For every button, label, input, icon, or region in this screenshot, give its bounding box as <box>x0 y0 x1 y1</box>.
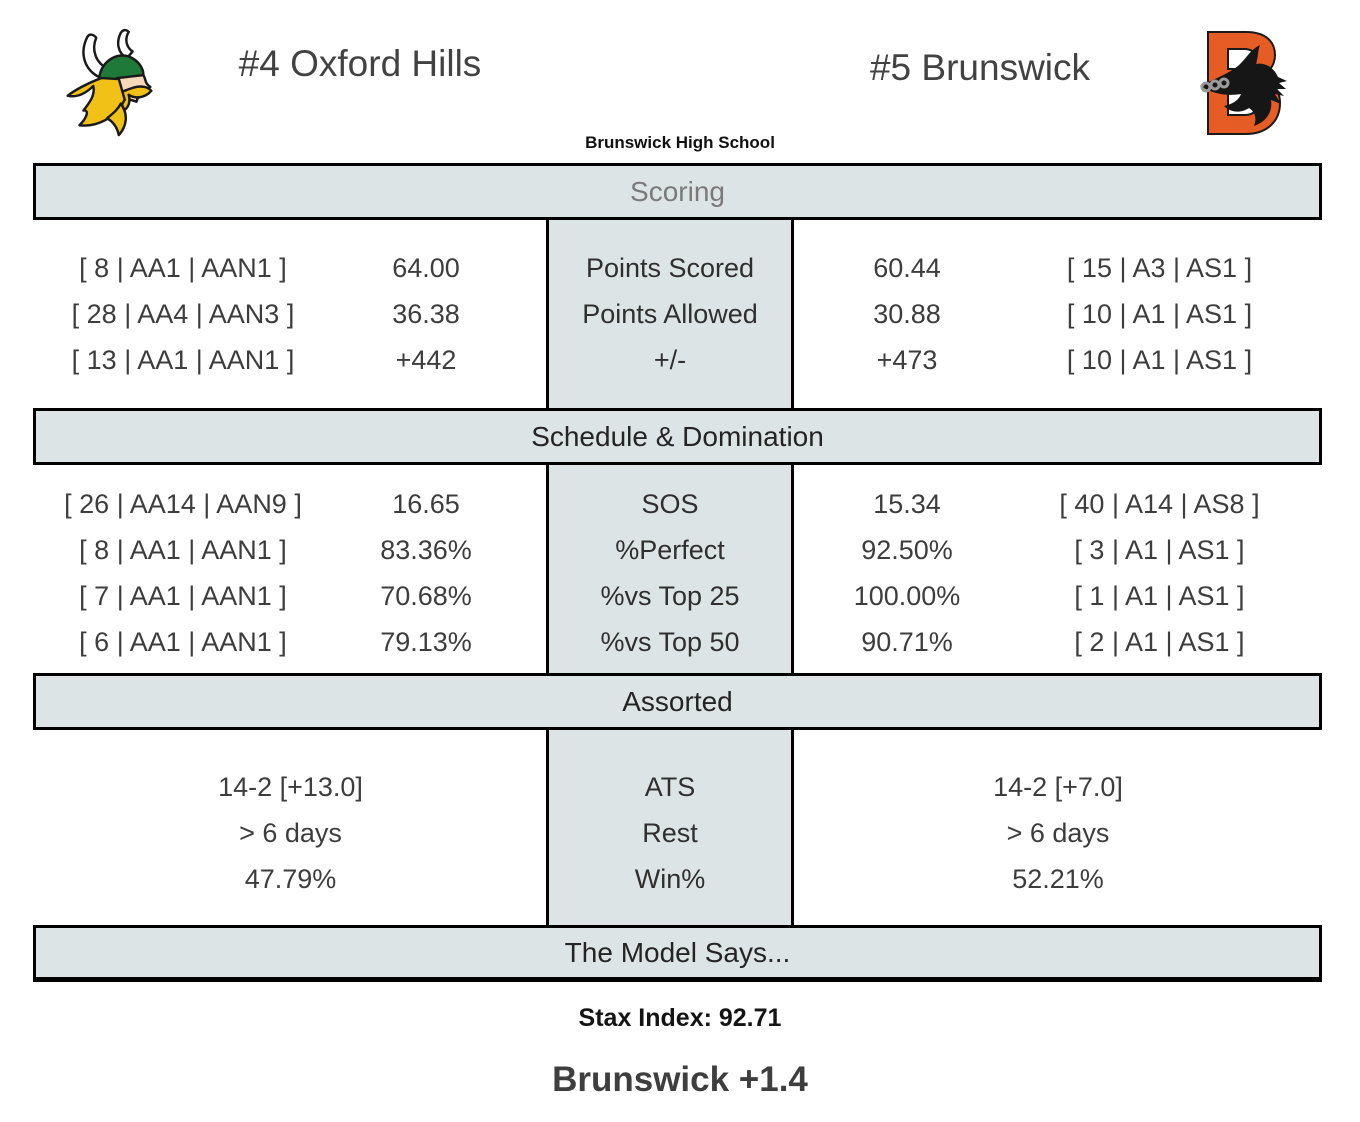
stat-value: 52.21% <box>1012 863 1104 894</box>
stat-value: 100.00% <box>853 581 961 611</box>
stat-value: 14-2 [+7.0] <box>993 771 1123 802</box>
stat-row: 14-2 [+13.0] ATS 14-2 [+7.0] <box>0 764 1360 810</box>
metric-label: SOS <box>641 489 699 519</box>
metric-label: Win% <box>634 863 706 894</box>
brunswick-dragon-b-logo <box>1200 31 1287 135</box>
rank-badge: [ 3 | A1 | AS1 ] <box>1074 535 1245 565</box>
venue-label: Brunswick High School <box>585 133 775 152</box>
stat-value: 70.68% <box>380 581 472 611</box>
section-body-scoring: [ 8 | AA1 | AAN1 ] 64.00 Points Scored 6… <box>0 220 1360 408</box>
metric-label: +/- <box>653 345 687 375</box>
stat-value: 92.50% <box>861 535 953 565</box>
model-prediction: Brunswick +1.4 <box>552 1060 808 1099</box>
stat-row: [ 13 | AA1 | AAN1 ] +442 +/- +473 [ 10 |… <box>0 337 1360 383</box>
rank-badge: [ 6 | AA1 | AAN1 ] <box>79 627 287 657</box>
rank-badge: [ 1 | A1 | AS1 ] <box>1074 581 1245 611</box>
stat-row: [ 26 | AA14 | AAN9 ] 16.65 SOS 15.34 [ 4… <box>0 481 1360 527</box>
section-body-schedule-domination: [ 26 | AA14 | AAN9 ] 16.65 SOS 15.34 [ 4… <box>0 465 1360 673</box>
metric-column-panel <box>546 730 794 925</box>
stat-value: 83.36% <box>380 535 472 565</box>
stat-row: 47.79% Win% 52.21% <box>0 856 1360 902</box>
stat-value: 64.00 <box>392 253 460 283</box>
rank-badge: [ 13 | AA1 | AAN1 ] <box>71 345 295 375</box>
stat-value: 16.65 <box>392 489 460 519</box>
oxford-hills-viking-logo <box>66 28 153 137</box>
metric-label: ATS <box>644 771 696 802</box>
section-header-model-says: The Model Says... <box>33 925 1322 982</box>
section-header-scoring: Scoring <box>33 163 1322 220</box>
team-title-oxford-hills: #4 Oxford Hills <box>238 43 482 84</box>
rank-badge: [ 26 | AA14 | AAN9 ] <box>64 489 302 519</box>
rank-badge: [ 40 | A14 | AS8 ] <box>1059 489 1260 519</box>
rank-badge: [ 10 | A1 | AS1 ] <box>1066 299 1253 329</box>
stat-row: [ 6 | AA1 | AAN1 ] 79.13% %vs Top 50 90.… <box>0 619 1360 665</box>
stat-value: 30.88 <box>873 299 941 329</box>
stat-row: [ 28 | AA4 | AAN3 ] 36.38 Points Allowed… <box>0 291 1360 337</box>
metric-label: Rest <box>642 817 698 848</box>
rank-badge: [ 8 | AA1 | AAN1 ] <box>79 253 287 283</box>
stat-value: 15.34 <box>873 489 941 519</box>
stat-value: +473 <box>876 345 938 375</box>
section-header-assorted: Assorted <box>33 673 1322 730</box>
section-title: Assorted <box>622 685 733 717</box>
stat-value: 60.44 <box>873 253 941 283</box>
stat-value: 79.13% <box>380 627 472 657</box>
stat-row: [ 8 | AA1 | AAN1 ] 64.00 Points Scored 6… <box>0 245 1360 291</box>
stat-value: 90.71% <box>861 627 953 657</box>
stat-value: +442 <box>395 345 457 375</box>
stat-value: 36.38 <box>392 299 460 329</box>
rank-badge: [ 2 | A1 | AS1 ] <box>1074 627 1245 657</box>
metric-column-panel <box>546 465 794 673</box>
stat-row: > 6 days Rest > 6 days <box>0 810 1360 856</box>
section-title: Scoring <box>630 175 725 207</box>
stat-value: > 6 days <box>1006 817 1110 848</box>
metric-label: Points Scored <box>585 253 755 283</box>
metric-label: %vs Top 50 <box>600 627 740 657</box>
section-header-schedule-domination: Schedule & Domination <box>33 408 1322 465</box>
rank-badge: [ 15 | A3 | AS1 ] <box>1066 253 1253 283</box>
metric-label: Points Allowed <box>582 299 758 329</box>
stat-row: [ 7 | AA1 | AAN1 ] 70.68% %vs Top 25 100… <box>0 573 1360 619</box>
metric-label: %vs Top 25 <box>600 581 740 611</box>
section-body-assorted: 14-2 [+13.0] ATS 14-2 [+7.0] > 6 days Re… <box>0 730 1360 925</box>
stat-row: [ 8 | AA1 | AAN1 ] 83.36% %Perfect 92.50… <box>0 527 1360 573</box>
section-title: The Model Says... <box>564 936 791 968</box>
stat-value: 47.79% <box>244 863 337 894</box>
rank-badge: [ 8 | AA1 | AAN1 ] <box>79 535 287 565</box>
section-title: Schedule & Domination <box>531 420 824 452</box>
team-title-brunswick: #5 Brunswick <box>869 47 1091 88</box>
rank-badge: [ 28 | AA4 | AAN3 ] <box>71 299 295 329</box>
rank-badge: [ 7 | AA1 | AAN1 ] <box>79 581 287 611</box>
stat-value: 14-2 [+13.0] <box>218 771 363 802</box>
rank-badge: [ 10 | A1 | AS1 ] <box>1066 345 1253 375</box>
stat-value: > 6 days <box>239 817 342 848</box>
metric-label: %Perfect <box>615 535 725 565</box>
stax-index-label: Stax Index: 92.71 <box>578 1004 782 1032</box>
metric-column-panel <box>546 220 794 408</box>
